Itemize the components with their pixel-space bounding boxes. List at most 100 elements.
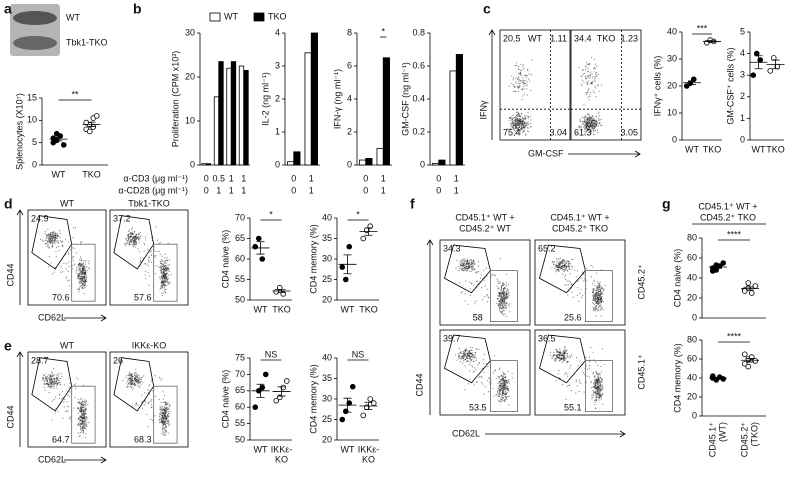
event-dot — [566, 373, 567, 374]
event-dot — [598, 377, 599, 378]
event-dot — [560, 262, 561, 263]
event-dot — [164, 414, 165, 415]
event-dot — [601, 292, 602, 293]
event-dot — [52, 373, 53, 374]
event-dot — [571, 259, 572, 260]
event-dot — [139, 236, 140, 237]
event-dot — [154, 256, 155, 257]
event-dot — [162, 284, 163, 285]
event-dot — [48, 384, 49, 385]
event-dot — [469, 262, 470, 263]
event-dot — [169, 264, 170, 265]
event-dot — [75, 388, 76, 389]
event-dot — [598, 299, 599, 300]
event-dot — [168, 433, 169, 434]
event-dot — [135, 240, 136, 241]
events — [455, 347, 513, 405]
event-dot — [87, 270, 88, 271]
event-dot — [512, 118, 513, 119]
event-dot — [598, 120, 599, 121]
event-dot — [168, 421, 169, 422]
event-dot — [142, 408, 143, 409]
event-dot — [162, 391, 163, 392]
gate-percent: 39.7 — [443, 333, 461, 343]
event-dot — [497, 390, 498, 391]
event-dot — [602, 388, 603, 389]
event-dot — [51, 375, 52, 376]
event-dot — [530, 123, 531, 124]
event-dot — [482, 299, 483, 300]
event-dot — [504, 305, 505, 306]
event-dot — [469, 379, 470, 380]
significance-label: ** — [71, 89, 79, 99]
event-dot — [501, 380, 502, 381]
event-dot — [599, 373, 600, 374]
event-dot — [596, 123, 597, 124]
y-tick-label: 2 — [275, 93, 280, 103]
event-dot — [461, 269, 462, 270]
event-dot — [472, 366, 473, 367]
event-dot — [597, 364, 598, 365]
event-dot — [505, 376, 506, 377]
event-dot — [464, 352, 465, 353]
event-dot — [585, 78, 586, 79]
event-dot — [51, 374, 52, 375]
events — [551, 257, 605, 317]
event-dot — [59, 237, 60, 238]
event-dot — [467, 258, 468, 259]
event-dot — [84, 285, 85, 286]
event-dot — [505, 399, 506, 400]
event-dot — [127, 375, 128, 376]
y-axis-label: GM-CSF⁺ cells (%) — [725, 47, 735, 124]
event-dot — [63, 263, 64, 264]
event-dot — [162, 287, 163, 288]
gate-percent: 75.4 — [503, 127, 521, 137]
event-dot — [507, 382, 508, 383]
event-dot — [503, 310, 504, 311]
data-point — [274, 289, 279, 294]
event-dot — [81, 432, 82, 433]
event-dot — [506, 298, 507, 299]
event-dot — [85, 409, 86, 410]
event-dot — [592, 283, 593, 284]
y-tick-label: 0.6 — [412, 60, 425, 70]
event-dot — [55, 235, 56, 236]
event-dot — [601, 366, 602, 367]
event-dot — [80, 412, 81, 413]
event-dot — [528, 116, 529, 117]
event-dot — [80, 428, 81, 429]
event-dot — [596, 287, 597, 288]
bar — [287, 162, 293, 165]
event-dot — [60, 240, 61, 241]
event-dot — [165, 260, 166, 261]
event-dot — [74, 248, 75, 249]
event-dot — [160, 254, 161, 255]
data-point — [751, 73, 756, 78]
event-dot — [63, 401, 64, 402]
event-dot — [56, 247, 57, 248]
event-dot — [594, 77, 595, 78]
event-dot — [52, 240, 53, 241]
event-dot — [587, 92, 588, 93]
event-dot — [86, 266, 87, 267]
event-dot — [140, 236, 141, 237]
event-dot — [128, 234, 129, 235]
data-point — [361, 236, 366, 241]
event-dot — [592, 302, 593, 303]
x-row-value: 1 — [229, 173, 234, 183]
event-dot — [83, 423, 84, 424]
event-dot — [595, 307, 596, 308]
event-dot — [595, 298, 596, 299]
event-dot — [164, 290, 165, 291]
event-dot — [564, 352, 565, 353]
event-dot — [57, 236, 58, 237]
event-dot — [589, 99, 590, 100]
event-dot — [472, 347, 473, 348]
event-dot — [78, 283, 79, 284]
event-dot — [471, 359, 472, 360]
event-dot — [136, 238, 137, 239]
event-dot — [522, 95, 523, 96]
event-dot — [601, 307, 602, 308]
event-dot — [134, 372, 135, 373]
event-dot — [136, 242, 137, 243]
